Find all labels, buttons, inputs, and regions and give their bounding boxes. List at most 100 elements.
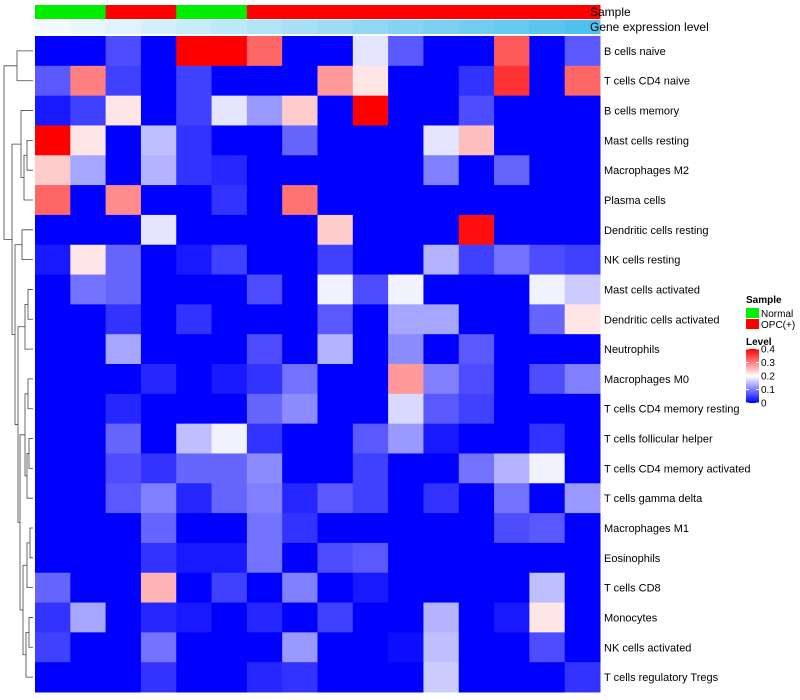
heatmap-cell [105,453,142,484]
heatmap-cell [352,662,389,693]
heatmap-cell [70,304,107,335]
heatmap-cell [35,95,71,126]
heatmap-cell [494,155,530,186]
sample-annotation-cell [423,5,460,19]
heatmap-cell [105,483,142,514]
heatmap-cell [529,662,566,693]
heatmap-cell [35,483,71,514]
heatmap-cell [529,513,566,544]
heatmap-cell [529,95,566,126]
heatmap-cell [70,513,107,544]
heatmap-cell [35,632,71,663]
heatmap-cell [388,364,424,395]
dendrogram-branch [28,438,33,469]
heatmap-cell [388,453,424,484]
heatmap-cell [564,364,601,395]
heatmap-cell [246,393,283,425]
heatmap-cell [352,155,389,186]
level-annotation-cell [105,20,142,34]
heatmap-cell [352,364,389,395]
dendrogram-branch [24,303,33,350]
heatmap-cell [388,632,424,663]
sample-annotation-cell [105,5,142,19]
heatmap-cells [35,36,601,693]
heatmap-cell [494,95,530,126]
heatmap-cell [494,125,530,156]
heatmap-cell [529,542,566,574]
heatmap-cell [564,36,601,67]
level-annotation-cell [423,20,460,34]
dendrogram-branch [19,434,25,611]
heatmap-cell [317,572,354,604]
heatmap-cell [176,483,213,514]
heatmap-cell [282,423,318,454]
heatmap-cell [211,36,248,67]
heatmap-cell [352,214,389,246]
heatmap-cell [423,364,460,395]
heatmap-cell [494,36,530,67]
level-tick-label: 0.4 [761,345,775,356]
heatmap-cell [70,364,107,395]
heatmap-cell [458,304,495,335]
heatmap-cell [564,602,601,633]
heatmap-cell [211,334,248,365]
heatmap-cell [388,95,424,126]
dendrogram-branch [23,154,33,201]
heatmap-cell [211,155,248,186]
heatmap-cell [35,453,71,484]
level-annotation-cell [458,20,495,34]
heatmap-cell [564,513,601,544]
heatmap-cell [211,214,248,246]
heatmap-cell [423,483,460,514]
heatmap-cell [494,185,530,216]
heatmap-cell [70,125,107,156]
level-annotation-cell [246,20,283,34]
heatmap-cell [140,125,177,156]
level-annotation-cell [211,20,248,34]
heatmap-cell [458,602,495,633]
heatmap-cell [458,95,495,126]
level-legend-title: Level [746,337,772,348]
heatmap-cell [529,334,566,365]
heatmap-cell [35,36,71,67]
heatmap-cell [388,185,424,216]
heatmap-cell [529,125,566,156]
heatmap-cell [423,155,460,186]
level-annotation-cell [529,20,566,34]
heatmap-cell [105,214,142,246]
heatmap-cell [282,274,318,305]
heatmap-cell [423,513,460,544]
heatmap-cell [529,244,566,276]
heatmap-cell [35,364,71,395]
heatmap-cell [388,423,424,454]
heatmap-cell [70,542,107,574]
heatmap-cell [529,65,566,97]
heatmap-cell [176,632,213,663]
heatmap-cell [494,214,530,246]
heatmap-cell [317,513,354,544]
heatmap-cell [564,274,601,305]
heatmap-cell [282,155,318,186]
heatmap-cell [458,364,495,395]
dendrogram-branch [27,289,33,320]
heatmap-cell [105,513,142,544]
heatmap-cell [140,214,177,246]
heatmap-cell [423,95,460,126]
heatmap-cell [529,453,566,484]
heatmap-cell [246,364,283,395]
sample-annotation-cell [317,5,354,19]
dendrogram-branch [24,393,28,477]
heatmap-cell [105,632,142,663]
row-label: Macrophages M0 [604,374,689,386]
heatmap-cell [246,185,283,216]
heatmap-cell [211,632,248,663]
heatmap-cell [423,274,460,305]
heatmap-cell [352,334,389,365]
heatmap-cell [140,513,177,544]
heatmap-cell [35,125,71,156]
row-label: B cells naive [604,46,666,58]
heatmap-cell [352,185,389,216]
row-label: Monocytes [604,612,658,624]
heatmap-cell [246,95,283,126]
heatmap-cell [529,304,566,335]
